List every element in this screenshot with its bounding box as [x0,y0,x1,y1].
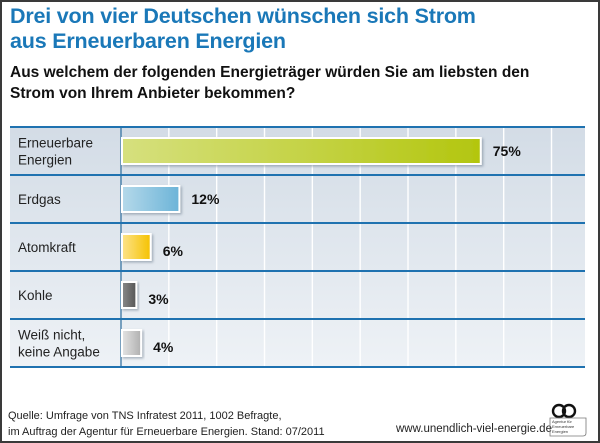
bar [121,329,143,357]
question-line-1: Aus welchem der folgenden Energieträger … [10,64,530,81]
website-link[interactable]: www.unendlich-viel-energie.de [396,423,552,435]
bar [121,137,482,165]
category-label: keine Angabe [18,345,100,360]
category-label: Erdgas [18,192,61,207]
chart-title: Drei von vier Deutschen wünschen sich St… [10,4,476,54]
category-label: Erneuerbare [18,136,93,151]
infinity-icon [551,403,577,419]
value-label: 6% [163,243,184,259]
category-label: Weiß nicht, [18,328,85,343]
category-label: Energien [18,153,72,168]
source-line-1: Quelle: Umfrage von TNS Infratest 2011, … [8,410,282,422]
source-note: Quelle: Umfrage von TNS Infratest 2011, … [8,408,325,440]
survey-question: Aus welchem der folgenden Energieträger … [10,62,529,104]
source-line-2: im Auftrag der Agentur für Erneuerbare E… [8,426,325,438]
category-label: Atomkraft [18,240,76,255]
value-label: 75% [493,143,522,159]
title-line-2: aus Erneuerbaren Energien [10,29,286,53]
agency-logo: Agentur für Erneuerbare Energien [549,403,587,437]
value-label: 12% [191,191,220,207]
value-label: 4% [153,339,174,355]
title-line-1: Drei von vier Deutschen wünschen sich St… [10,4,476,28]
question-line-2: Strom von Ihrem Anbieter bekommen? [10,85,296,102]
logo-text-3: Energien [552,429,568,434]
bar [121,185,181,213]
plot-background [10,127,585,367]
category-label: Kohle [18,288,53,303]
value-label: 3% [148,291,169,307]
logo-text-2: Erneuerbare [552,424,575,429]
logo-text-1: Agentur für [552,419,572,424]
bar [121,281,138,309]
bar [121,233,152,261]
